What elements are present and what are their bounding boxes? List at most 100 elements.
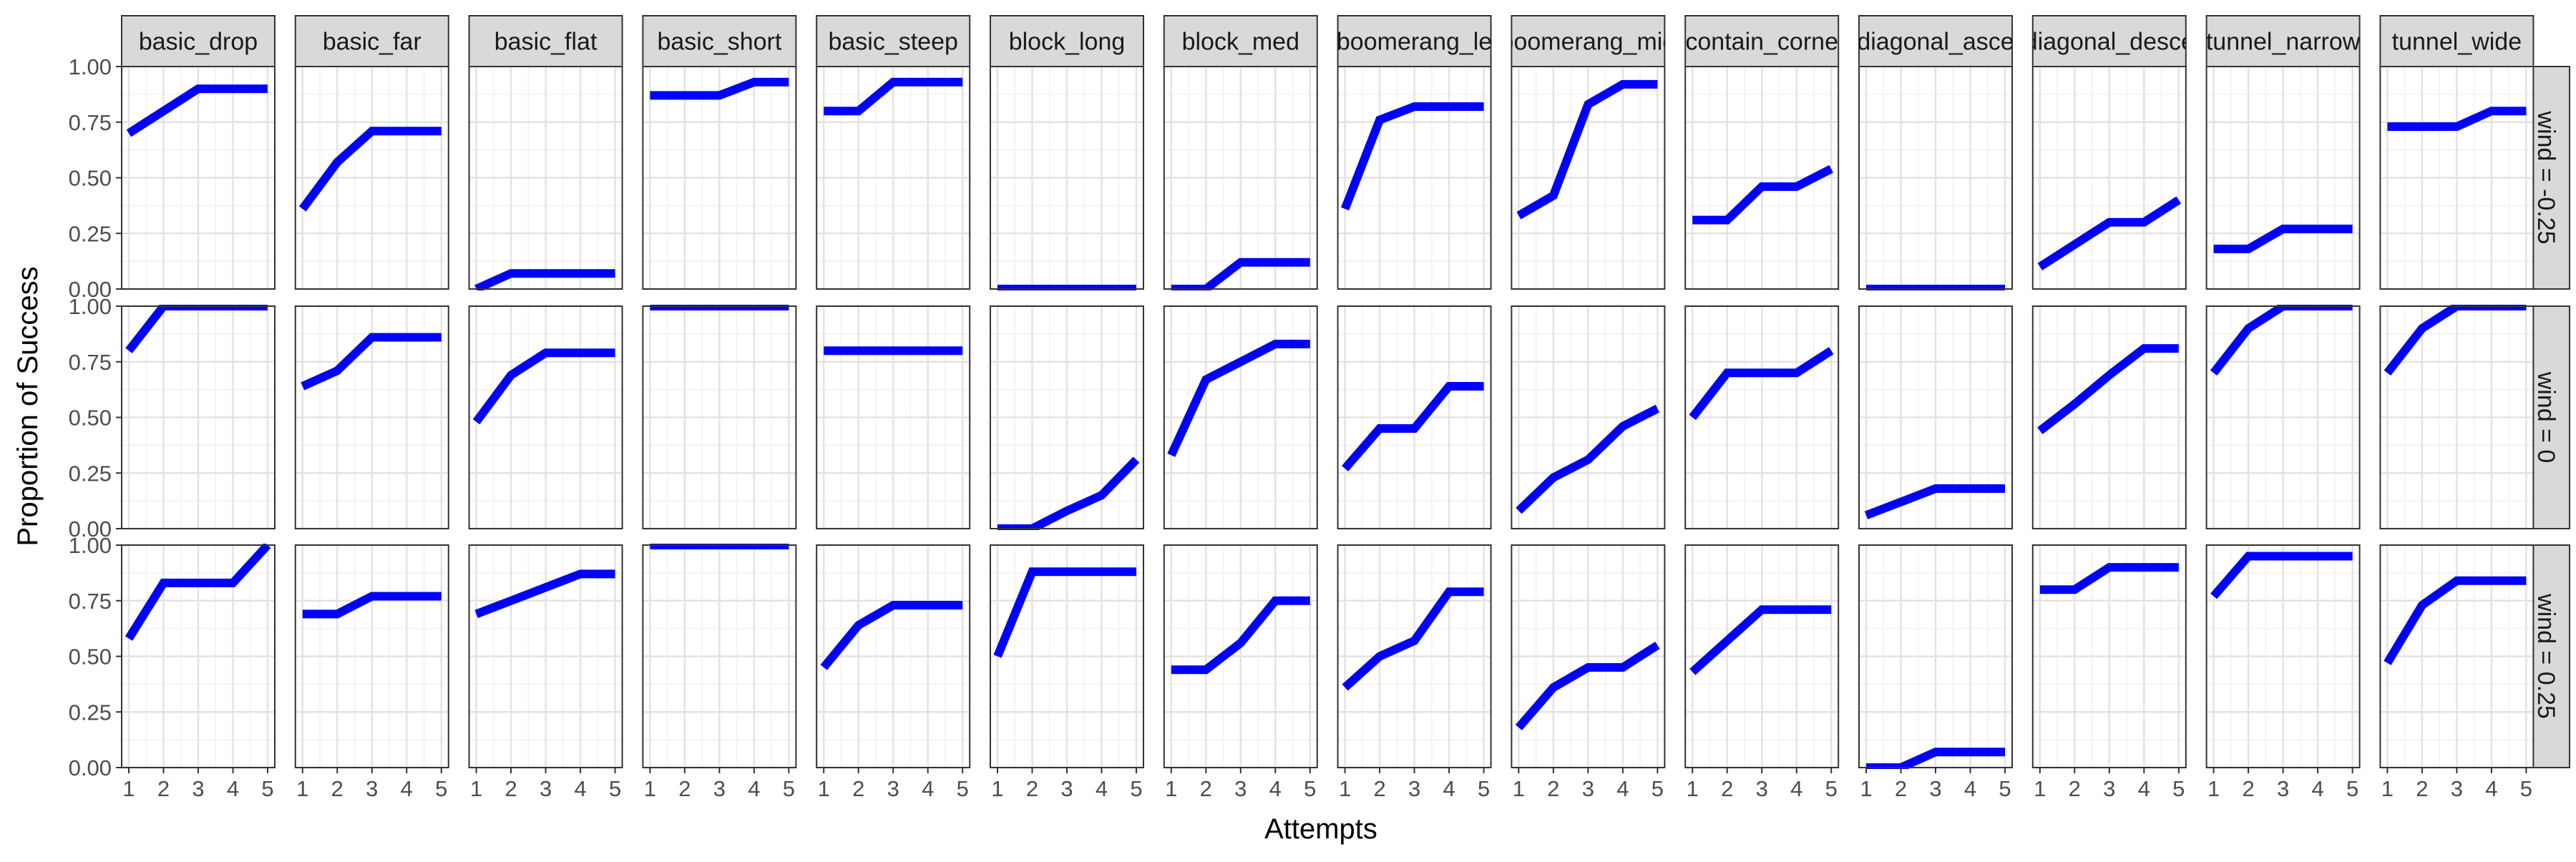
x-tick-label: 2 [2069,776,2081,801]
x-tick-label: 1 [991,776,1003,801]
x-tick-label: 1 [818,776,830,801]
column-strip: boomerang_mid [1511,15,1666,67]
x-tick-label: 2 [1200,776,1212,801]
x-tick-label: 4 [1443,776,1455,801]
column-strip-label: tunnel_narrow [2206,29,2361,56]
series-line [301,333,441,391]
series-line [474,569,615,619]
column-strip-box [294,15,449,67]
x-tick-label: 1 [1513,776,1525,801]
x-tick-label: 5 [783,776,795,801]
x-tick-label: 5 [957,776,969,801]
series-line [1167,339,1310,457]
series-line [1864,484,2005,519]
y-tick-label: 0.75 [69,350,112,375]
x-tick-label: 5 [1999,776,2011,801]
y-tick-label: 1.00 [69,54,112,79]
panel-border [642,305,797,529]
x-tick-label: 1 [1860,776,1872,801]
column-strip-box [2031,15,2187,67]
y-tick-label: 0.50 [69,406,112,431]
y-tick-label: 0.50 [69,166,112,191]
y-tick-label: 0.25 [69,700,112,725]
x-tick-label: 4 [2138,776,2150,801]
row-strip-label: wind = 0.25 [2532,593,2560,719]
series-line [2213,225,2353,253]
column-strip-box [1684,15,1840,67]
column-strip-box [1337,15,1492,67]
x-tick-label: 4 [748,776,760,801]
series-line [1689,347,1834,421]
y-tick-label: 0.25 [69,221,112,246]
x-tick-label: 3 [2451,776,2463,801]
x-tick-label: 2 [331,776,343,801]
x-tick-label: 5 [1130,776,1142,801]
x-tick-label: 2 [1895,776,1907,801]
y-tick-label: 0.00 [69,516,112,542]
x-tick-label: 3 [2103,776,2115,801]
x-tick-label: 4 [1616,776,1629,801]
series-line [472,348,615,425]
x-tick-label: 5 [1478,776,1490,801]
x-tick-label: 3 [1234,776,1246,801]
column-strip-label: basic_far [323,29,421,56]
series-line [2210,552,2353,599]
series-line [2037,196,2182,270]
x-tick-label: 5 [261,776,273,801]
x-tick-label: 3 [1582,776,1594,801]
series-line [1516,79,1658,220]
panel-border [1163,305,1318,529]
x-tick-label: 5 [435,776,447,801]
x-tick-label: 1 [1339,776,1351,801]
x-tick-label: 2 [1373,776,1385,801]
column-strip-label: tunnel_wide [2392,29,2522,56]
x-tick-label: 4 [1790,776,1802,801]
column-strip: basic_short [642,15,797,67]
x-tick-label: 3 [2277,776,2289,801]
column-strip: block_med [1163,15,1318,67]
panel-border [2205,305,2361,529]
column-strip-label: basic_drop [139,29,258,56]
panel-border [1337,305,1492,529]
x-tick-label: 4 [401,776,413,801]
x-tick-label: 4 [1964,776,1976,801]
panel-border [1858,66,2013,290]
y-axis-title: Proportion of Success [12,266,44,546]
column-strip: basic_steep [816,15,971,67]
column-strip-label: block_med [1182,29,1299,56]
column-strip: tunnel_narrow [2205,15,2361,67]
x-tick-label: 5 [1652,776,1664,801]
panel-border [816,305,971,529]
x-tick-label: 2 [2242,776,2254,801]
panel-border [642,66,797,290]
row-strip-label: wind = -0.25 [2532,110,2560,244]
x-tick-label: 4 [574,776,586,801]
x-tick-label: 2 [678,776,691,801]
column-strip-label: boomerang_le [1337,29,1492,56]
panel-border [2379,305,2534,529]
panel-border [990,305,1144,529]
x-tick-label: 3 [192,776,204,801]
x-tick-label: 5 [609,776,621,801]
column-strip: block_long [990,15,1144,67]
x-tick-label: 4 [2311,776,2323,801]
series-line [474,269,615,290]
row-strip-label: wind = 0 [2532,371,2560,464]
panel-border [2205,66,2361,290]
column-strip: diagonal_asce [1858,15,2013,67]
series-line [125,544,271,641]
series-line [2037,344,2179,434]
x-tick-label: 4 [2485,776,2497,801]
x-tick-label: 4 [1269,776,1282,801]
x-tick-label: 3 [1756,776,1768,801]
panel-border [468,66,623,290]
column-strip-label: basic_flat [494,29,597,56]
column-strip: basic_far [294,15,449,67]
x-tick-label: 1 [1687,776,1699,801]
x-tick-label: 5 [1304,776,1316,801]
series-line [650,77,789,100]
x-tick-label: 3 [1929,776,1941,801]
series-line [298,127,441,212]
column-strip-box [1858,15,2013,67]
